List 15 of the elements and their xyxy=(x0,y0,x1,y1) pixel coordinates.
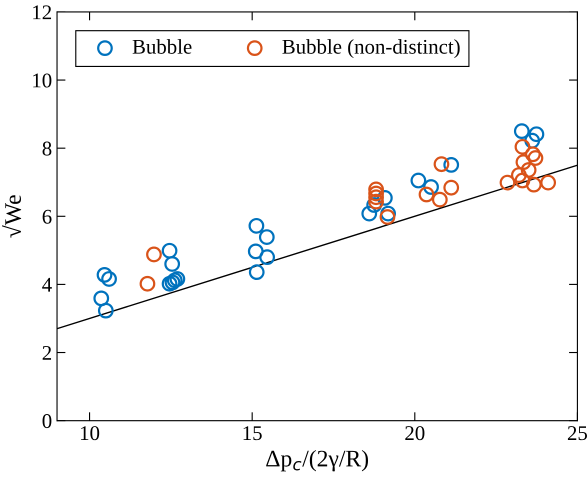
legend-label: Bubble (non-distinct) xyxy=(282,39,460,58)
y-tick-label: 8 xyxy=(42,142,52,156)
legend-label: Bubble xyxy=(132,39,192,54)
y-tick-label: 12 xyxy=(33,5,52,20)
y-tick-label: 10 xyxy=(33,73,52,88)
y-tick-label: 2 xyxy=(42,346,52,360)
x-tick-label: 15 xyxy=(244,426,262,440)
y-tick-label: 6 xyxy=(42,210,52,224)
x-tick-label: 20 xyxy=(405,426,424,440)
x-axis-title: Δp$_{c}$/(2γ/R) xyxy=(266,450,368,472)
y-tick-label: 0 xyxy=(42,414,52,428)
x-tick-label: 10 xyxy=(80,426,100,440)
y-axis-title: √We xyxy=(2,195,22,238)
y-tick-label: 4 xyxy=(42,278,52,292)
x-tick-label: 25 xyxy=(568,426,588,440)
